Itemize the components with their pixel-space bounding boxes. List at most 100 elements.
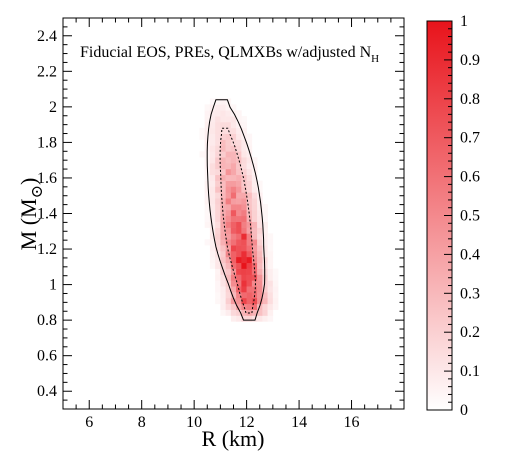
heatmap-cell xyxy=(257,268,263,275)
heatmap-cell xyxy=(230,215,237,222)
heatmap-cell xyxy=(215,198,221,205)
heatmap-cell xyxy=(236,204,242,211)
heatmap-cell xyxy=(267,303,274,310)
heatmap-cell xyxy=(209,98,216,105)
y-tick-label: 2 xyxy=(49,99,57,116)
heatmap-cell xyxy=(230,274,237,281)
heatmap-cell xyxy=(220,98,226,105)
heatmap-cell xyxy=(262,262,268,269)
heatmap-cell xyxy=(251,292,258,299)
heatmap-cell xyxy=(246,256,253,264)
heatmap-cell xyxy=(230,104,237,111)
x-tick-label: 10 xyxy=(186,414,202,431)
heatmap-cell xyxy=(230,292,237,299)
heatmap-cell xyxy=(262,303,268,310)
y-tick-label: 2.2 xyxy=(37,63,57,80)
heatmap-cell xyxy=(225,186,232,193)
heatmap-cell xyxy=(215,286,221,293)
heatmap-cell xyxy=(220,309,226,316)
heatmap-cell xyxy=(241,251,247,258)
heatmap-cell xyxy=(209,233,216,240)
heatmap-cell xyxy=(209,239,216,246)
heatmap-cell xyxy=(209,192,216,199)
heatmap-cell xyxy=(257,315,263,322)
colorbar-tick-label: 0.1 xyxy=(460,363,480,380)
heatmap-cell xyxy=(220,198,226,205)
heatmap-cell xyxy=(225,268,232,275)
heatmap-cell xyxy=(257,221,263,228)
heatmap-cell xyxy=(230,256,237,264)
heatmap-cell xyxy=(230,268,237,275)
heatmap-cell xyxy=(236,139,242,146)
heatmap-cell xyxy=(262,204,268,211)
heatmap-cell xyxy=(257,309,263,316)
heatmap-cell xyxy=(241,315,247,322)
heatmap-cell xyxy=(215,168,221,176)
heatmap-cell xyxy=(241,221,247,228)
heatmap-cell xyxy=(215,256,221,264)
heatmap-cell xyxy=(236,168,242,176)
heatmap-cell xyxy=(209,104,216,111)
heatmap-cell xyxy=(241,274,247,281)
heatmap-cell xyxy=(257,186,263,193)
heatmap-cell xyxy=(251,163,258,170)
heatmap-cell xyxy=(272,274,279,281)
heatmap-cell xyxy=(246,215,253,222)
heatmap-cell xyxy=(204,180,211,187)
heatmap-cell xyxy=(209,116,216,123)
heatmap-cell xyxy=(220,139,226,146)
heatmap-cell xyxy=(251,251,258,258)
heatmap-cell xyxy=(225,245,232,252)
heatmap-cell xyxy=(267,309,274,316)
heatmap-cell xyxy=(230,180,237,187)
heatmap-cell xyxy=(236,127,242,134)
heatmap-cell xyxy=(230,262,237,269)
heatmap-cell xyxy=(246,239,253,246)
heatmap-cell xyxy=(272,292,279,299)
heatmap-cell xyxy=(251,180,258,187)
heatmap-cell xyxy=(225,227,232,234)
heatmap-cell xyxy=(246,163,253,170)
heatmap-cell xyxy=(251,297,258,305)
heatmap-cell xyxy=(209,180,216,187)
heatmap-cell xyxy=(241,180,247,187)
heatmap-cell xyxy=(272,280,279,287)
colorbar-axis: 0 0.1 0.2 0.3 0.4 0.5 0.6 0.7 0.8 0.9 1 xyxy=(444,13,480,419)
heatmap-cell xyxy=(230,315,237,322)
heatmap-cell xyxy=(209,145,216,152)
heatmap-cell xyxy=(241,139,247,146)
heatmap-cell xyxy=(225,104,232,111)
heatmap-cell xyxy=(251,274,258,281)
heatmap-cell xyxy=(220,303,226,310)
heatmap-cell xyxy=(246,274,253,281)
heatmap-cell xyxy=(215,268,221,275)
x-tick-label: 6 xyxy=(85,414,93,431)
heatmap-cell xyxy=(262,315,268,322)
heatmap-cell xyxy=(220,157,226,164)
heatmap-cell xyxy=(215,127,221,134)
heatmap-cell xyxy=(220,297,226,305)
heatmap-cell xyxy=(262,297,268,305)
heatmap-cell xyxy=(230,145,237,152)
heatmap-cell xyxy=(246,192,253,199)
heatmap-cell xyxy=(215,245,221,252)
heatmap-cell xyxy=(225,163,232,170)
heatmap-cell xyxy=(215,280,221,287)
heatmap-cell xyxy=(215,174,221,181)
heatmap-cell xyxy=(241,297,247,305)
heatmap-cell xyxy=(199,151,205,158)
heatmap-cell xyxy=(236,116,242,123)
y-tick-label: 1.2 xyxy=(37,241,57,258)
y-tick-label: 2.4 xyxy=(37,28,57,45)
heatmap-cell xyxy=(204,110,211,117)
heatmap-cell xyxy=(230,127,237,134)
heatmap-cell xyxy=(215,133,221,140)
heatmap-cell xyxy=(204,215,211,222)
heatmap-cell xyxy=(225,309,232,316)
heatmap-cell xyxy=(251,309,258,316)
heatmap-cell xyxy=(241,174,247,181)
heatmap-cell xyxy=(220,186,226,193)
x-axis-title: R (km) xyxy=(202,426,265,451)
heatmap-cell xyxy=(236,151,242,158)
heatmap-cell xyxy=(251,198,258,205)
